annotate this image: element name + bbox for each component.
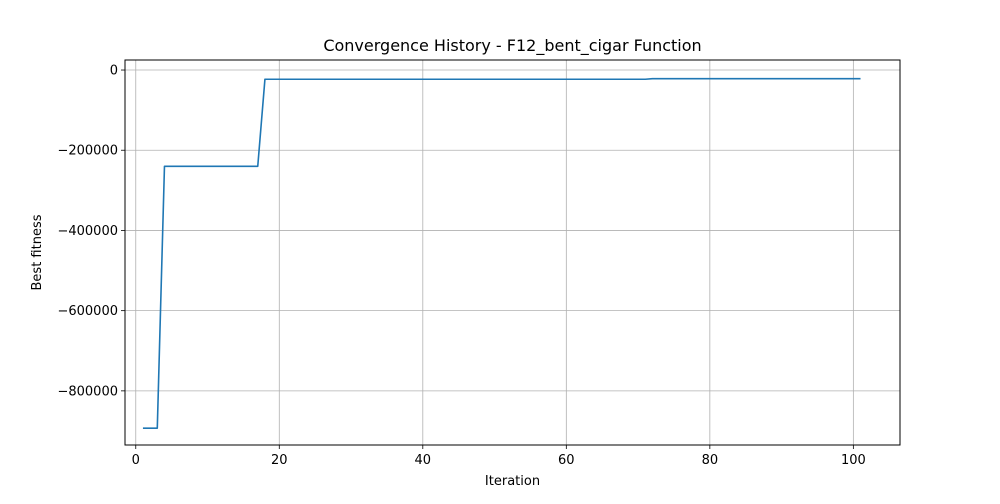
ticks-layer: 0 20 40 60 80 100 0 −200000 −400000 −600000 −80000… — [57, 64, 865, 468]
y-tick-label: −600000 — [57, 304, 118, 319]
y-tick-label: −200000 — [57, 144, 118, 159]
series-layer — [142, 77, 861, 429]
y-tick-label: −400000 — [57, 224, 118, 239]
x-tick-label: 80 — [702, 453, 719, 468]
x-tick-label: 40 — [415, 453, 432, 468]
x-axis-label: Iteration — [485, 474, 540, 489]
x-tick-label: 20 — [271, 453, 288, 468]
series-line-0 — [142, 77, 861, 429]
y-axis-label: Best fitness — [30, 214, 45, 290]
y-tick-label: −800000 — [57, 384, 118, 399]
chart-title: Convergence History - F12_bent_cigar Fun… — [323, 36, 701, 56]
grid-lines — [125, 60, 900, 445]
x-tick-label: 100 — [841, 453, 866, 468]
plot-frame — [124, 59, 901, 446]
x-tick-label: 60 — [558, 453, 575, 468]
y-tick-label: 0 — [110, 64, 118, 79]
x-tick-label: 0 — [132, 453, 140, 468]
